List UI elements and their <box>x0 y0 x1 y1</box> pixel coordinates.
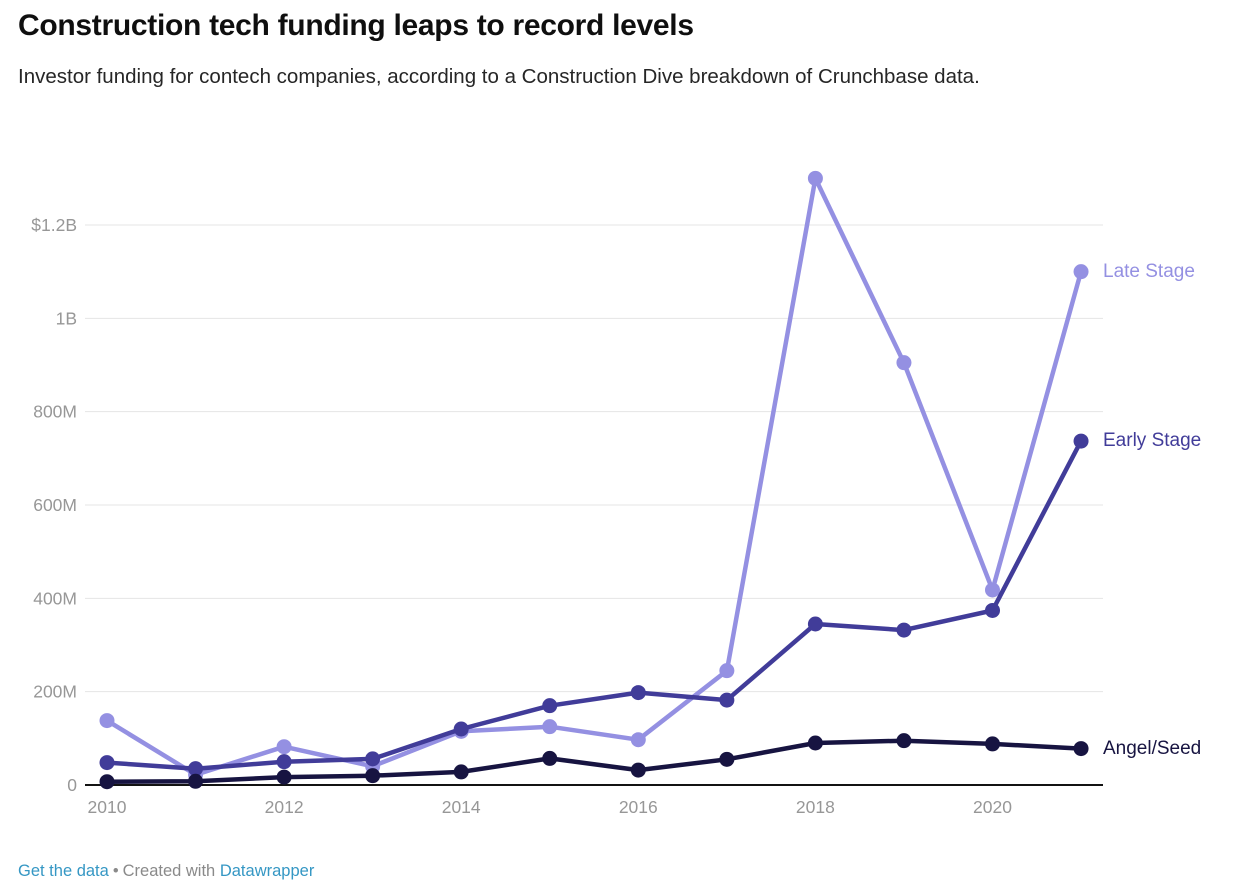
data-point-early-stage-2015[interactable] <box>542 698 558 714</box>
series-label-early-stage: Early Stage <box>1103 430 1202 452</box>
footer-separator: • <box>112 862 119 880</box>
data-point-late-stage-2018[interactable] <box>807 170 823 186</box>
y-tick-label: 200M <box>33 682 77 702</box>
data-point-late-stage-2016[interactable] <box>630 732 646 748</box>
y-tick-label: 0 <box>67 775 77 795</box>
y-tick-label: 800M <box>33 402 77 422</box>
data-point-angel-seed-2016[interactable] <box>630 762 646 778</box>
y-tick-label: $1.2B <box>31 215 77 235</box>
series-label-angel-seed: Angel/Seed <box>1103 737 1202 759</box>
data-point-early-stage-2016[interactable] <box>630 685 646 701</box>
data-point-early-stage-2011[interactable] <box>188 761 204 777</box>
y-tick-label: 600M <box>33 495 77 515</box>
data-point-angel-seed-2017[interactable] <box>719 751 735 767</box>
chart-header: Construction tech funding leaps to recor… <box>18 8 1178 91</box>
chart-subtitle: Investor funding for contech companies, … <box>18 65 980 88</box>
data-point-early-stage-2021[interactable] <box>1073 433 1089 449</box>
data-point-early-stage-2018[interactable] <box>807 616 823 632</box>
data-point-late-stage-2015[interactable] <box>542 719 558 735</box>
data-point-late-stage-2010[interactable] <box>99 713 115 729</box>
data-point-early-stage-2014[interactable] <box>453 721 469 737</box>
data-point-early-stage-2012[interactable] <box>276 754 292 770</box>
get-the-data-link[interactable]: Get the data <box>18 862 109 880</box>
data-point-angel-seed-2013[interactable] <box>365 768 381 784</box>
data-point-late-stage-2019[interactable] <box>896 355 912 371</box>
data-point-early-stage-2017[interactable] <box>719 692 735 708</box>
data-point-angel-seed-2011[interactable] <box>188 773 204 789</box>
x-tick-label: 2014 <box>442 797 481 817</box>
data-point-angel-seed-2021[interactable] <box>1073 741 1089 757</box>
data-point-late-stage-2017[interactable] <box>719 663 735 679</box>
chart-footer: Get the data • Created with Datawrapper <box>18 862 314 881</box>
data-point-early-stage-2013[interactable] <box>365 751 381 767</box>
series-line-late-stage <box>104 176 1084 777</box>
data-point-angel-seed-2020[interactable] <box>985 736 1000 752</box>
chart-title: Construction tech funding leaps to recor… <box>18 9 694 42</box>
y-tick-label: 1B <box>56 308 77 328</box>
x-tick-label: 2016 <box>619 797 658 817</box>
datawrapper-link[interactable]: Datawrapper <box>219 862 315 880</box>
x-tick-label: 2012 <box>265 797 304 817</box>
series-label-late-stage: Late Stage <box>1103 260 1195 282</box>
data-point-late-stage-2012[interactable] <box>276 739 292 755</box>
data-point-angel-seed-2018[interactable] <box>807 735 823 751</box>
x-tick-label: 2010 <box>88 797 127 817</box>
data-point-angel-seed-2012[interactable] <box>276 769 292 785</box>
x-tick-label: 2018 <box>796 797 835 817</box>
data-point-early-stage-2020[interactable] <box>985 602 1000 618</box>
data-point-early-stage-2010[interactable] <box>99 755 115 771</box>
data-point-early-stage-2019[interactable] <box>896 622 912 638</box>
data-point-angel-seed-2014[interactable] <box>453 764 469 780</box>
data-point-angel-seed-2015[interactable] <box>542 750 558 766</box>
series-line-angel-seed <box>104 738 1084 784</box>
data-point-late-stage-2021[interactable] <box>1073 264 1089 280</box>
x-tick-label: 2020 <box>973 797 1012 817</box>
series-line-early-stage <box>104 438 1084 771</box>
data-point-angel-seed-2010[interactable] <box>99 774 115 790</box>
data-point-angel-seed-2019[interactable] <box>896 733 912 749</box>
data-point-late-stage-2020[interactable] <box>985 582 1000 598</box>
created-with-text: Created with <box>122 862 216 880</box>
y-tick-label: 400M <box>33 588 77 608</box>
